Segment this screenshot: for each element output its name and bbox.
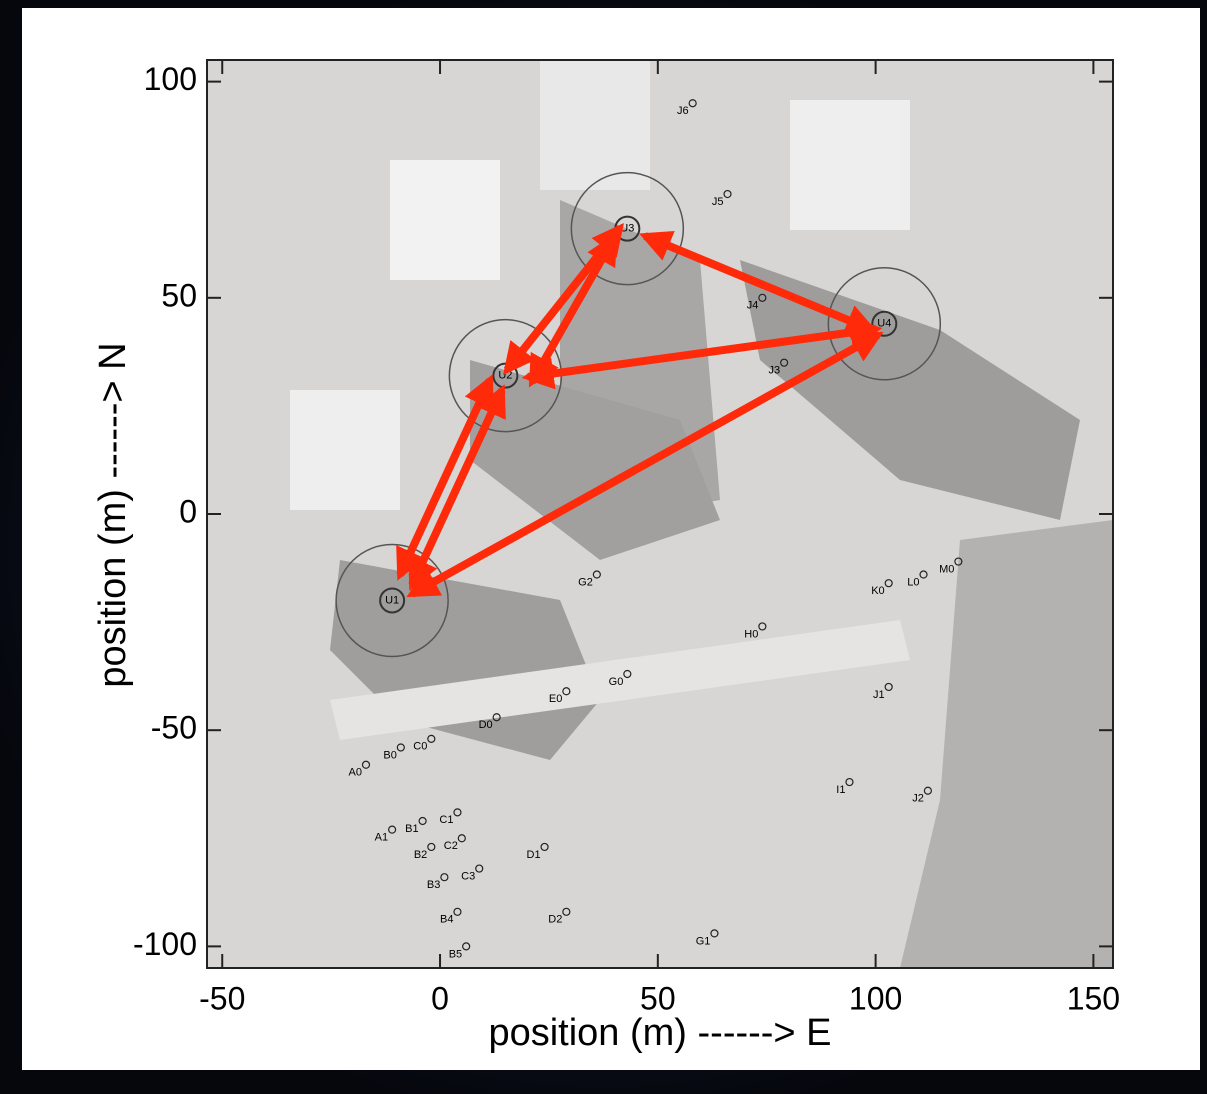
x-tick-label: 150	[1067, 980, 1120, 1016]
station-label: J5	[712, 196, 724, 208]
y-axis-label: position (m) ------> N	[92, 342, 134, 687]
station-label: A0	[349, 767, 362, 779]
station-label: G0	[609, 676, 624, 688]
map-background	[207, 60, 1113, 968]
station-label: U3	[620, 223, 634, 235]
station-label: D2	[548, 914, 562, 926]
station-label: U4	[877, 318, 891, 330]
x-tick-label: 50	[640, 980, 676, 1016]
station-label: D1	[527, 849, 541, 861]
station-label: C1	[439, 814, 453, 826]
station-label: I1	[836, 784, 845, 796]
x-tick-label: 0	[431, 980, 449, 1016]
station-label: L0	[907, 576, 919, 588]
station-label: B2	[414, 849, 427, 861]
y-tick-label: -100	[133, 926, 197, 962]
station-label: B3	[427, 879, 440, 891]
station-label: A1	[375, 832, 388, 844]
station-label: B0	[383, 749, 396, 761]
station-label: J6	[677, 105, 689, 117]
station-label: B5	[449, 948, 462, 960]
y-tick-label: 50	[161, 277, 197, 313]
x-tick-label: -50	[199, 980, 245, 1016]
x-axis-label: position (m) ------> E	[488, 1012, 831, 1054]
station-label: J1	[873, 689, 885, 701]
station-label: J2	[912, 793, 924, 805]
station-label: C0	[413, 741, 427, 753]
page: U1U2U3U4J6J5J4J3G2K0L0M0H0G0J1E0D0A0B0C0…	[0, 0, 1207, 1094]
x-tick-label: 100	[849, 980, 902, 1016]
station-label: G2	[578, 576, 593, 588]
station-label: C2	[444, 840, 458, 852]
station-label: B4	[440, 914, 453, 926]
station-label: J4	[747, 300, 759, 312]
station-label: H0	[744, 628, 758, 640]
station-label: G1	[696, 935, 711, 947]
station-label: J3	[769, 365, 781, 377]
y-tick-label: 0	[179, 493, 197, 529]
station-label: D0	[479, 719, 493, 731]
station-label: C3	[461, 870, 475, 882]
chart: U1U2U3U4J6J5J4J3G2K0L0M0H0G0J1E0D0A0B0C0…	[0, 0, 1207, 1094]
station-label: K0	[871, 585, 884, 597]
y-tick-label: 100	[144, 61, 197, 97]
station-label: B1	[405, 823, 418, 835]
station-label: U1	[385, 594, 399, 606]
station-label: M0	[939, 563, 954, 575]
y-tick-label: -50	[151, 710, 197, 746]
station-label: E0	[549, 693, 562, 705]
